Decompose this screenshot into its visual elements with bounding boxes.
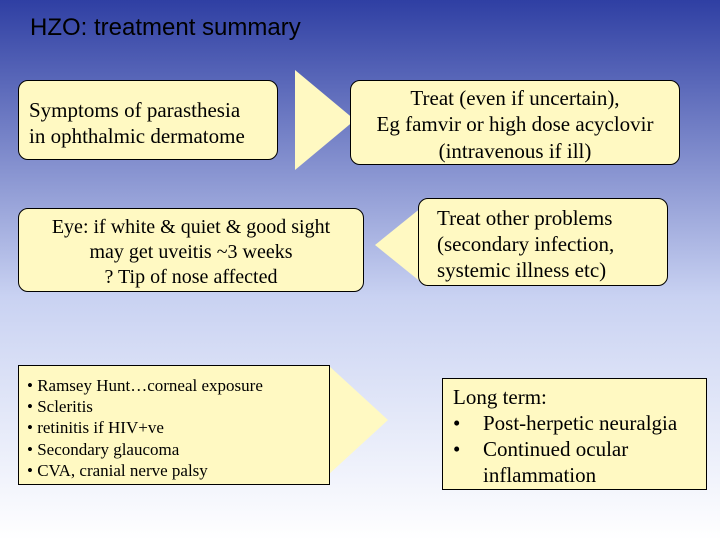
box-complications: • Ramsey Hunt…corneal exposure• Scleriti… <box>18 365 330 485</box>
box-complications-bullet: • retinitis if HIV+ve <box>27 417 329 438</box>
box-other: Treat other problems(secondary infection… <box>418 198 668 286</box>
slide-title: HZO: treatment summary <box>30 14 301 42</box>
box-treat: Treat (even if uncertain),Eg famvir or h… <box>350 80 680 165</box>
box-eye-line: may get uveitis ~3 weeks <box>19 240 363 265</box>
box-other-line: systemic illness etc) <box>437 257 667 283</box>
box-eye-line: Eye: if white & quiet & good sight <box>19 215 363 240</box>
arrow-5-right <box>328 365 388 475</box>
box-complications-bullet: • Scleritis <box>27 396 329 417</box>
box-complications-bullet: • Secondary glaucoma <box>27 439 329 460</box>
box-complications-bullet: • Ramsey Hunt…corneal exposure <box>27 375 329 396</box>
box-complications-bullet: • CVA, cranial nerve palsy <box>27 460 329 481</box>
box-treat-line: Eg famvir or high dose acyclovir <box>351 111 679 137</box>
box-eye: Eye: if white & quiet & good sightmay ge… <box>18 208 364 292</box>
box-eye-line: ? Tip of nose affected <box>19 265 363 290</box>
box-longterm-item: •Continued ocular inflammation <box>453 436 706 489</box>
box-symptoms: Symptoms of parasthesiain ophthalmic der… <box>18 80 278 160</box>
box-symptoms-line: Symptoms of parasthesia <box>29 97 277 123</box>
box-symptoms-line: in ophthalmic dermatome <box>29 123 277 149</box>
arrow-1-right <box>295 70 355 170</box>
box-longterm-item: •Post-herpetic neuralgia <box>453 410 706 436</box>
box-other-line: (secondary infection, <box>437 231 667 257</box>
box-complications-list: • Ramsey Hunt…corneal exposure• Scleriti… <box>27 375 329 481</box>
box-longterm-item-text: Post-herpetic neuralgia <box>483 410 706 436</box>
bullet-icon: • <box>453 436 483 462</box>
box-longterm: Long term:•Post-herpetic neuralgia•Conti… <box>442 378 707 490</box>
bullet-icon: • <box>453 410 483 436</box>
box-longterm-heading: Long term: <box>453 384 706 410</box>
box-longterm-item-text: Continued ocular inflammation <box>483 436 706 489</box>
box-treat-line: (intravenous if ill) <box>351 138 679 164</box>
box-other-line: Treat other problems <box>437 205 667 231</box>
box-treat-line: Treat (even if uncertain), <box>351 85 679 111</box>
